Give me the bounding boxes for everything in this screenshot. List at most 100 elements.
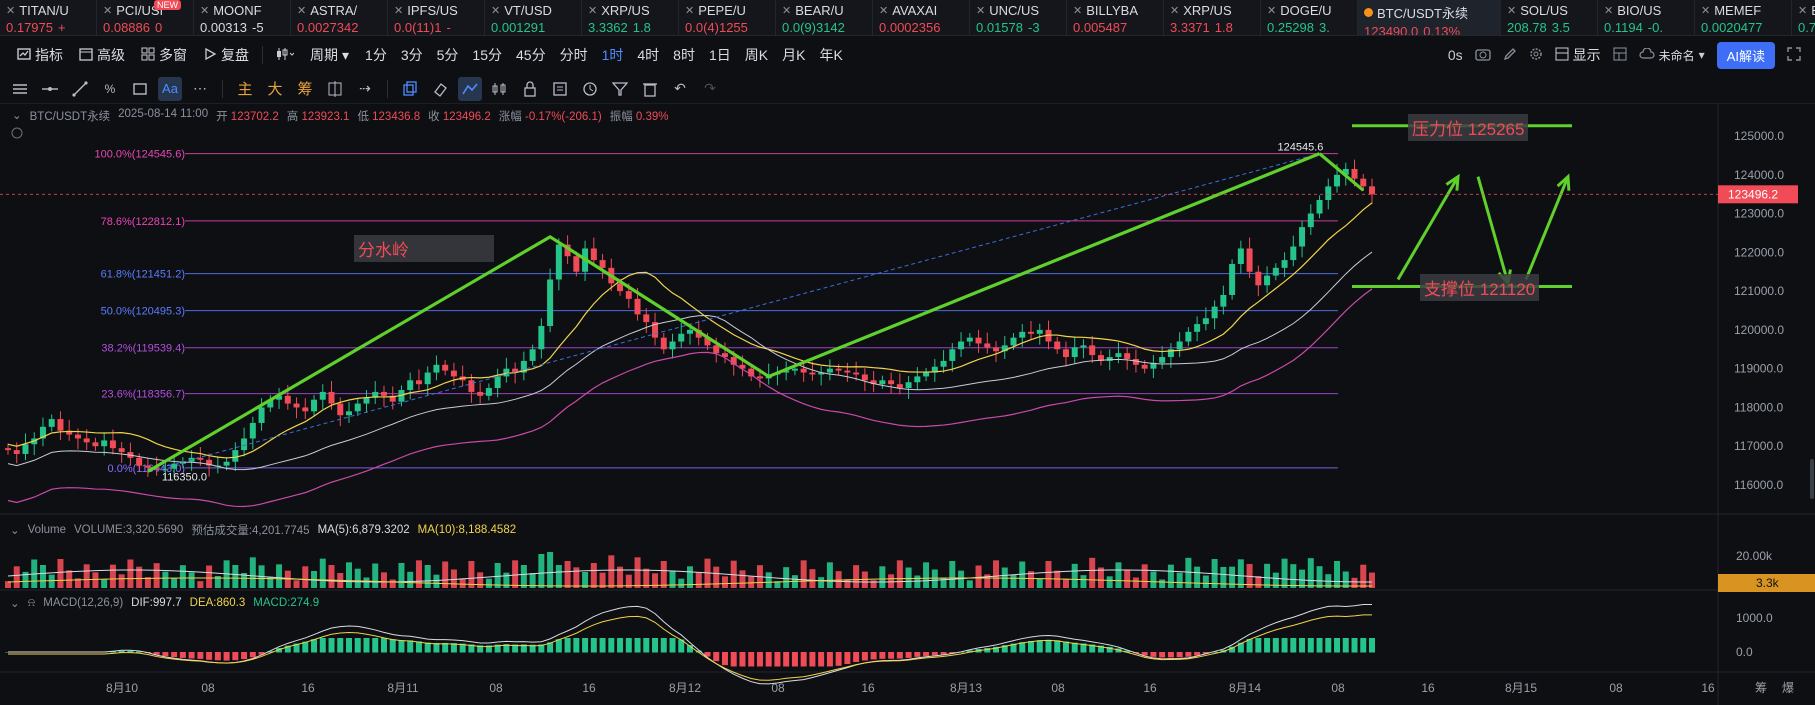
bitcoin-icon[interactable]: [1364, 8, 1373, 17]
advanced-button[interactable]: 高级: [72, 42, 132, 68]
ticker-item[interactable]: ✕ENA/US 0.7758-0.: [1792, 0, 1815, 35]
close-icon[interactable]: ✕: [6, 5, 16, 17]
close-icon[interactable]: ✕: [1170, 5, 1180, 17]
ticker-item[interactable]: ✕ VT/USD 0.001291: [485, 0, 582, 35]
filter-icon[interactable]: [608, 77, 632, 101]
interval-11[interactable]: 月K: [782, 47, 806, 63]
interval-10[interactable]: 周K: [744, 47, 769, 63]
ticker-item[interactable]: ✕ DOGE/U 0.25298 3.: [1261, 0, 1358, 35]
rectangle-icon[interactable]: [128, 77, 152, 101]
interval-9[interactable]: 1日: [708, 47, 731, 63]
ticker-item[interactable]: ✕ MOONF 0.00313 -5: [194, 0, 291, 35]
interval-3[interactable]: 15分: [472, 47, 502, 63]
interval-1[interactable]: 3分: [400, 47, 423, 63]
interval-0[interactable]: 1分: [365, 47, 387, 63]
ticker-item[interactable]: ✕ BILLYBA 0.005487: [1067, 0, 1164, 35]
menu-icon[interactable]: [8, 77, 32, 101]
close-icon[interactable]: ✕: [1701, 5, 1711, 17]
ticker-item[interactable]: ✕ PEPE/U 0.0(4)1255: [679, 0, 776, 35]
macd-dif: DIF:997.7: [131, 597, 182, 609]
horizontal-line-icon[interactable]: [38, 77, 62, 101]
ticker-item[interactable]: ✕ AVAXAI 0.0002356: [873, 0, 970, 35]
gear-icon[interactable]: [1529, 47, 1543, 64]
chips-tool[interactable]: 筹: [297, 81, 313, 98]
ticker-item[interactable]: ✕ MEMEF 0.0020477: [1695, 0, 1792, 35]
close-icon[interactable]: ✕: [685, 5, 695, 17]
trend-line-icon[interactable]: [68, 77, 92, 101]
note-icon[interactable]: [548, 77, 572, 101]
ticker-item[interactable]: ✕ PCI/USI 0.08886 0 NEW: [97, 0, 194, 35]
close-icon[interactable]: ✕: [394, 5, 404, 17]
ticker-item[interactable]: ✕ BEAR/U 0.0(9)3142: [776, 0, 873, 35]
text-tool-button[interactable]: Aa: [158, 76, 182, 101]
ticker-item[interactable]: ✕ XRP/US 3.3362 1.8: [582, 0, 679, 35]
close-icon[interactable]: ✕: [879, 5, 889, 17]
ticker-item[interactable]: ✕ UNC/US 0.01578 -3: [970, 0, 1067, 35]
interval-8[interactable]: 8时: [673, 47, 695, 63]
magnet-icon[interactable]: [458, 76, 482, 101]
main-chart-tool[interactable]: 主: [237, 81, 253, 98]
indicators-button[interactable]: 指标: [10, 42, 70, 68]
interval-6[interactable]: 1时: [601, 47, 624, 63]
collapse-icon[interactable]: ⌄: [12, 110, 22, 122]
eraser-icon[interactable]: [428, 77, 452, 101]
close-icon[interactable]: ✕: [1798, 5, 1808, 17]
more-icon[interactable]: ⋯: [193, 80, 207, 96]
close-icon[interactable]: ✕: [200, 5, 210, 17]
account-dropdown[interactable]: 未命名 ▾: [1639, 46, 1705, 64]
close-icon[interactable]: ✕: [976, 5, 986, 17]
close-icon[interactable]: ✕: [297, 5, 307, 17]
ticker-item[interactable]: ✕ XRP/US 3.3371 1.8: [1164, 0, 1261, 35]
close-icon[interactable]: ✕: [782, 5, 792, 17]
redo-icon[interactable]: ↷: [704, 80, 716, 96]
interval-5[interactable]: 分时: [559, 47, 588, 63]
price-chart[interactable]: 125000.0 124000.0 123000.0 122000.0 121000.0…: [0, 104, 1815, 705]
interval-2[interactable]: 5分: [436, 47, 459, 63]
ticker-item[interactable]: ✕ ASTRA/0.0027342: [291, 0, 388, 35]
crosshair-icon[interactable]: [323, 77, 347, 101]
scroll-handle[interactable]: [1810, 459, 1814, 499]
macd-histogram-bar: [1054, 640, 1061, 653]
big-tool[interactable]: 大: [267, 81, 283, 98]
close-icon[interactable]: ✕: [491, 5, 501, 17]
multi-window-button[interactable]: 多窗: [134, 42, 194, 68]
macd-histogram-bar: [599, 638, 606, 653]
ticker-price: 0.1194: [1604, 20, 1643, 35]
pencil-icon[interactable]: [1503, 47, 1517, 64]
close-icon[interactable]: ✕: [1267, 5, 1277, 17]
camera-icon[interactable]: [1475, 47, 1491, 64]
close-icon[interactable]: ✕: [103, 5, 113, 17]
display-button[interactable]: 显示: [1555, 45, 1601, 65]
percent-icon[interactable]: %: [104, 81, 116, 96]
close-icon[interactable]: ✕: [588, 5, 598, 17]
bars-icon[interactable]: [488, 77, 512, 101]
copy-icon[interactable]: [398, 77, 422, 101]
close-icon[interactable]: ✕: [1604, 5, 1614, 17]
ticker-item[interactable]: ✕ SOL/US 208.78 3.5: [1501, 0, 1598, 35]
ticker-item[interactable]: ✕ TITAN/U 0.17975 +: [0, 0, 97, 35]
interval-4[interactable]: 45分: [516, 47, 546, 63]
ticker-symbol-text: BILLYBA: [1086, 3, 1139, 18]
trash-icon[interactable]: [638, 77, 662, 101]
brush-icon[interactable]: [578, 77, 602, 101]
ai-interpret-button[interactable]: AI解读: [1716, 41, 1775, 69]
close-icon[interactable]: ✕: [1073, 5, 1083, 17]
fullscreen-icon[interactable]: [1787, 46, 1801, 64]
bell-icon[interactable]: ⍾: [27, 596, 36, 609]
ticker-item[interactable]: ✕ IPFS/US 0.0(11)1-: [388, 0, 485, 35]
layout-icon[interactable]: [1613, 47, 1627, 64]
replay-button[interactable]: 复盘: [196, 42, 256, 68]
interval-12[interactable]: 年K: [819, 47, 843, 63]
chart-settings-icon[interactable]: [11, 127, 23, 139]
collapse-icon[interactable]: ⌄: [10, 598, 20, 610]
collapse-icon[interactable]: ⌄: [10, 525, 20, 537]
arrows-icon[interactable]: ⇢: [359, 80, 371, 96]
chart-type-button[interactable]: [269, 44, 301, 67]
close-icon[interactable]: ✕: [1507, 5, 1517, 17]
ticker-item[interactable]: ✕ BIO/US 0.1194 -0.: [1598, 0, 1695, 35]
undo-icon[interactable]: ↶: [674, 80, 686, 96]
interval-7[interactable]: 4时: [637, 47, 660, 63]
period-dropdown[interactable]: 周期 ▾: [303, 42, 356, 68]
lock-icon[interactable]: [518, 77, 542, 101]
ticker-item[interactable]: BTC/USDT永续 123490.0 0.13%: [1358, 0, 1501, 35]
